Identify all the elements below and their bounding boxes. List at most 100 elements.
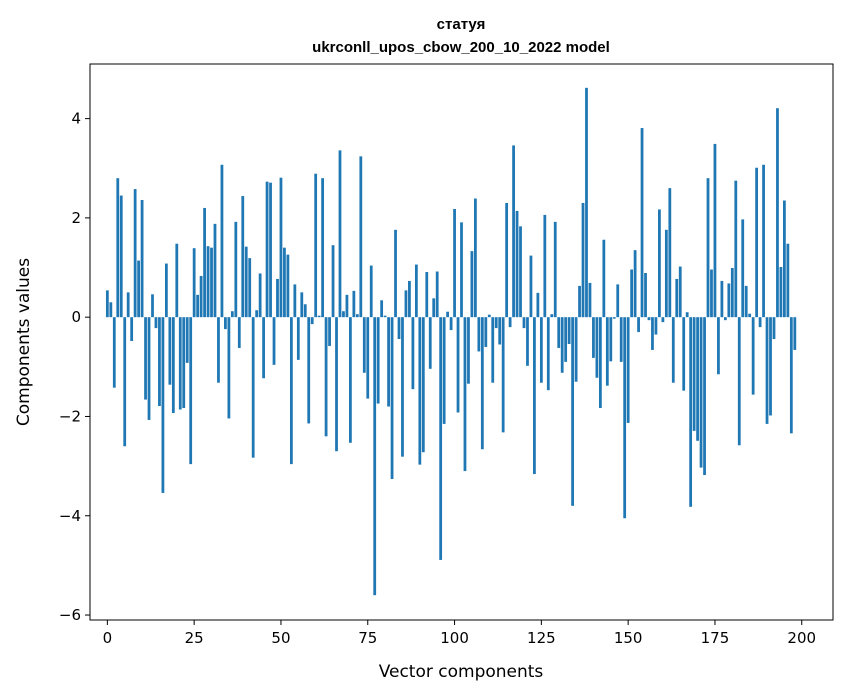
y-axis-ticks: −6 −4 −2 0 2 4 (59, 110, 90, 624)
bar-component-84 (397, 317, 401, 340)
bar-component-178 (723, 317, 727, 321)
x-tick-label-125: 125 (527, 629, 556, 647)
bar-component-109 (484, 317, 488, 347)
bar-component-124 (536, 292, 540, 318)
bar-component-31 (213, 223, 217, 318)
bar-component-9 (137, 260, 140, 318)
bar-component-190 (765, 317, 769, 424)
bar-component-142 (598, 317, 602, 409)
bar-component-46 (265, 181, 269, 318)
bar-component-111 (491, 317, 495, 383)
bar-component-70 (349, 317, 352, 443)
bar-component-72 (355, 314, 359, 318)
bar-component-177 (720, 280, 724, 318)
bar-component-53 (289, 317, 293, 465)
bar-component-175 (713, 143, 717, 318)
bar-component-92 (425, 272, 429, 318)
y-tick-label-0: 0 (71, 308, 81, 326)
bar-component-117 (512, 145, 515, 318)
bar-component-136 (578, 285, 581, 318)
bar-component-192 (772, 317, 776, 340)
bar-component-149 (623, 317, 627, 519)
bar-component-187 (755, 167, 759, 318)
bar-component-12 (147, 317, 151, 420)
bar-component-174 (710, 269, 713, 318)
bar-component-52 (286, 254, 290, 318)
bar-component-158 (654, 317, 658, 335)
bar-component-108 (480, 317, 484, 450)
bar-component-160 (661, 317, 665, 323)
bar-component-73 (359, 156, 363, 318)
bar-component-54 (293, 284, 297, 318)
bar-component-165 (678, 266, 682, 318)
bar-component-127 (546, 317, 550, 391)
y-tick-label--6: −6 (59, 606, 81, 624)
bar-component-25 (192, 248, 196, 318)
bar-component-57 (303, 304, 307, 318)
bar-component-78 (376, 317, 380, 404)
bar-component-69 (345, 294, 349, 318)
bar-component-71 (352, 290, 356, 318)
bar-component-22 (182, 317, 186, 409)
y-tick-label-2: 2 (71, 209, 81, 227)
bar-component-43 (255, 310, 259, 318)
bar-component-193 (776, 108, 779, 318)
bar-component-155 (644, 273, 647, 318)
bar-component-83 (394, 229, 397, 318)
bar-component-29 (206, 246, 210, 318)
bar-component-141 (595, 317, 599, 378)
bar-component-0 (105, 290, 109, 318)
bar-component-135 (574, 317, 578, 382)
bar-component-27 (199, 275, 203, 318)
bar-component-101 (456, 317, 460, 413)
y-tick-label--4: −4 (59, 507, 81, 525)
bar-component-103 (463, 317, 467, 472)
bar-component-3 (116, 178, 120, 318)
bar-component-154 (640, 128, 644, 318)
bar-component-64 (328, 317, 331, 346)
bar-component-1 (109, 302, 113, 318)
bar-component-94 (432, 298, 436, 318)
bar-component-184 (744, 285, 748, 318)
bar-component-34 (224, 317, 227, 330)
bar-component-98 (446, 311, 449, 318)
bar-component-171 (699, 317, 703, 468)
bar-component-186 (751, 317, 755, 395)
bar-component-128 (550, 314, 554, 318)
bar-component-88 (411, 317, 415, 390)
bars-group (105, 87, 797, 596)
bar-component-180 (730, 268, 734, 318)
bar-component-4 (119, 195, 123, 318)
bar-component-79 (380, 300, 384, 318)
bar-component-121 (526, 317, 529, 366)
bar-component-36 (230, 311, 234, 318)
bar-component-151 (630, 269, 634, 318)
bar-component-55 (296, 317, 300, 360)
bar-component-68 (342, 311, 345, 318)
bar-component-24 (189, 317, 193, 465)
bar-component-133 (567, 317, 571, 344)
bar-component-106 (474, 198, 477, 318)
bar-component-50 (279, 177, 283, 318)
bar-component-150 (626, 317, 630, 423)
bar-component-189 (762, 164, 765, 318)
bar-component-56 (300, 292, 304, 318)
plot-frame (89, 63, 834, 621)
bar-component-63 (324, 317, 328, 437)
bar-component-44 (258, 273, 262, 318)
x-tick-label-25: 25 (185, 629, 204, 647)
x-tick-label-175: 175 (701, 629, 730, 647)
bar-component-139 (588, 282, 592, 318)
bar-component-35 (227, 317, 231, 419)
bar-component-7 (130, 317, 134, 342)
bar-component-183 (741, 219, 745, 318)
bar-component-19 (171, 317, 175, 413)
bar-component-153 (637, 317, 640, 333)
bar-component-18 (168, 317, 172, 385)
bar-component-195 (783, 200, 786, 318)
bar-component-59 (310, 317, 314, 325)
bar-component-134 (571, 317, 574, 506)
bar-component-164 (675, 278, 679, 318)
bar-component-66 (335, 317, 338, 452)
